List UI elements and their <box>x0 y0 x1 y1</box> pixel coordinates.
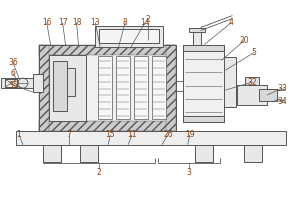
Bar <box>259 89 277 101</box>
Text: 5: 5 <box>252 48 257 57</box>
Text: 8: 8 <box>123 18 128 27</box>
Bar <box>183 45 224 122</box>
Text: 3: 3 <box>186 168 191 177</box>
Bar <box>189 28 205 32</box>
Bar <box>237 85 267 105</box>
Text: 20: 20 <box>239 36 249 45</box>
Bar <box>116 56 130 119</box>
Bar <box>152 56 166 119</box>
Bar <box>183 45 224 51</box>
Bar <box>16 131 286 145</box>
Bar <box>99 29 159 43</box>
Text: 18: 18 <box>72 18 81 27</box>
Bar <box>195 145 213 162</box>
Bar <box>193 28 201 45</box>
Bar <box>1 78 33 88</box>
Bar <box>5 79 17 87</box>
Text: 7: 7 <box>66 130 71 139</box>
Text: 11: 11 <box>128 130 137 139</box>
Bar <box>244 145 262 162</box>
Bar <box>33 74 43 92</box>
Bar <box>67 68 74 96</box>
Bar <box>245 77 259 85</box>
Text: 19: 19 <box>185 130 194 139</box>
Text: 15: 15 <box>106 130 115 139</box>
Text: 17: 17 <box>58 18 68 27</box>
Text: 34: 34 <box>277 97 287 106</box>
Bar <box>39 45 176 55</box>
Bar <box>53 61 67 111</box>
Text: 4: 4 <box>229 18 234 27</box>
Bar <box>95 26 163 47</box>
Bar <box>49 55 86 121</box>
Text: 14: 14 <box>140 18 150 27</box>
Bar <box>39 45 176 131</box>
Text: 1: 1 <box>16 130 21 139</box>
Bar <box>43 145 61 162</box>
Bar <box>39 45 176 131</box>
Bar <box>39 45 49 131</box>
Bar <box>183 116 224 122</box>
Bar <box>98 56 112 119</box>
Text: 2: 2 <box>97 168 101 177</box>
Text: 13: 13 <box>91 18 100 27</box>
Text: 35: 35 <box>8 81 18 90</box>
Text: 26: 26 <box>163 130 173 139</box>
Text: 33: 33 <box>277 84 287 93</box>
Bar <box>166 45 176 131</box>
Text: 32: 32 <box>248 78 257 87</box>
Bar <box>224 57 236 107</box>
Text: 36: 36 <box>8 58 18 67</box>
Text: 16: 16 <box>42 18 52 27</box>
Bar <box>39 121 176 131</box>
Bar <box>134 56 148 119</box>
Bar <box>80 145 98 162</box>
Text: 6: 6 <box>11 69 15 78</box>
Text: 2: 2 <box>146 15 150 24</box>
